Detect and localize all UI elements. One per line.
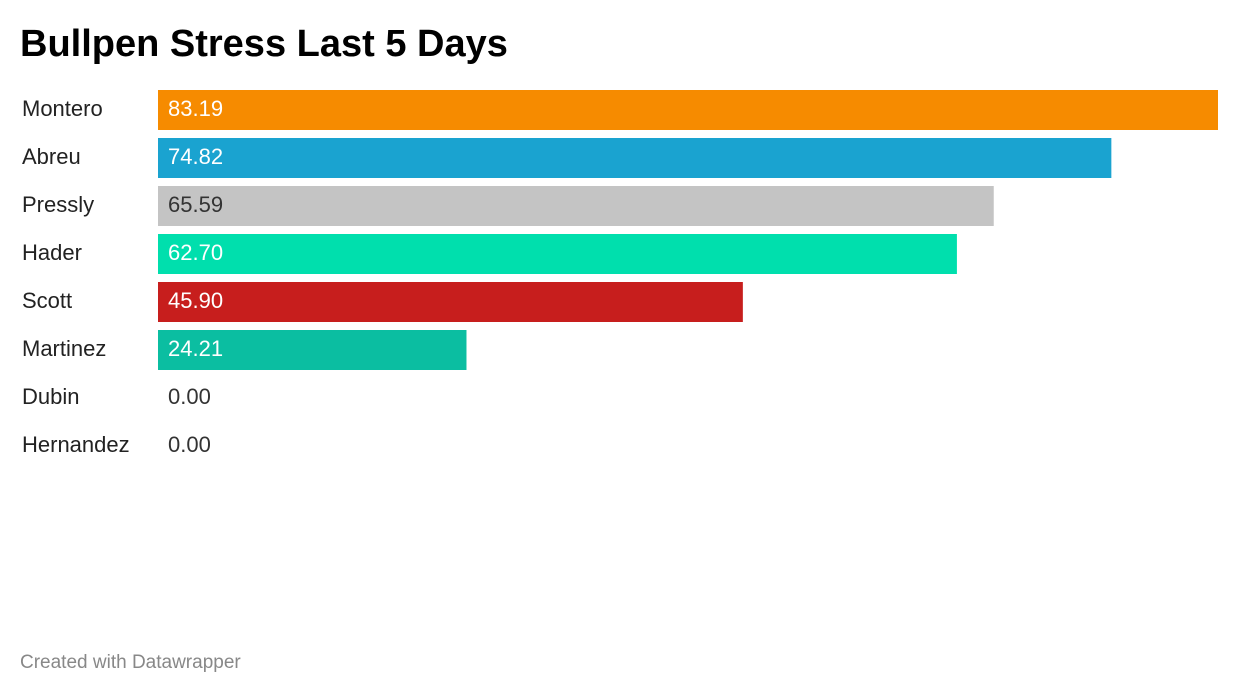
value-label: 62.70 bbox=[168, 240, 223, 265]
value-label: 0.00 bbox=[168, 432, 211, 457]
bar bbox=[158, 234, 957, 274]
bar bbox=[158, 330, 467, 370]
chart-title: Bullpen Stress Last 5 Days bbox=[20, 23, 508, 65]
value-label: 24.21 bbox=[168, 336, 223, 361]
value-label: 74.82 bbox=[168, 144, 223, 169]
bar bbox=[158, 282, 743, 322]
bar bbox=[158, 186, 994, 226]
category-label: Martinez bbox=[22, 336, 106, 361]
category-label: Hernandez bbox=[22, 432, 130, 457]
value-label: 83.19 bbox=[168, 96, 223, 121]
bar bbox=[158, 90, 1218, 130]
value-label: 65.59 bbox=[168, 192, 223, 217]
category-label: Abreu bbox=[22, 144, 81, 169]
category-label: Hader bbox=[22, 240, 82, 265]
category-label: Dubin bbox=[22, 384, 79, 409]
footer: Created with Datawrapper bbox=[20, 652, 241, 673]
value-label: 0.00 bbox=[168, 384, 211, 409]
category-label: Pressly bbox=[22, 192, 94, 217]
bar bbox=[158, 138, 1112, 178]
value-label: 45.90 bbox=[168, 288, 223, 313]
category-label: Scott bbox=[22, 288, 72, 313]
category-label: Montero bbox=[22, 96, 103, 121]
